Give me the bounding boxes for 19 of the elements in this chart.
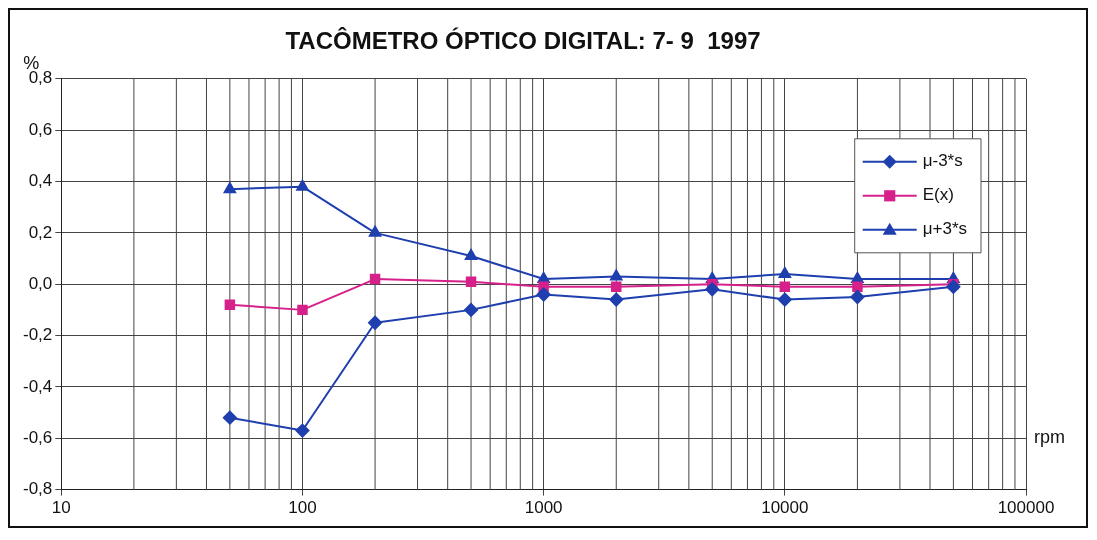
x-tick-label: 100 — [288, 498, 317, 518]
x-tick-label: 10000 — [761, 498, 809, 518]
y-tick-label: -0,6 — [23, 427, 53, 447]
legend-label: E(x) — [922, 185, 954, 205]
y-tick-label: 0,4 — [28, 171, 53, 191]
y-tick-label: 0,8 — [28, 68, 53, 88]
legend-label: μ-3*s — [922, 151, 963, 171]
x-tick-label: 1000 — [524, 498, 563, 518]
y-tick-label: -0,4 — [23, 376, 53, 396]
y-tick-label: -0,2 — [23, 325, 53, 345]
y-tick-label: 0,2 — [28, 222, 53, 242]
chart-title: TACÔMETRO ÓPTICO DIGITAL: 7- 9 1997 — [285, 27, 761, 55]
y-tick-label: -0,8 — [23, 479, 53, 499]
x-axis-title: rpm — [1034, 427, 1065, 448]
x-tick-label: 100000 — [997, 498, 1055, 518]
y-tick-label: 0,0 — [28, 273, 53, 293]
y-tick-label: 0,6 — [28, 119, 53, 139]
legend-label: μ+3*s — [922, 219, 967, 239]
x-tick-label: 10 — [51, 498, 71, 518]
